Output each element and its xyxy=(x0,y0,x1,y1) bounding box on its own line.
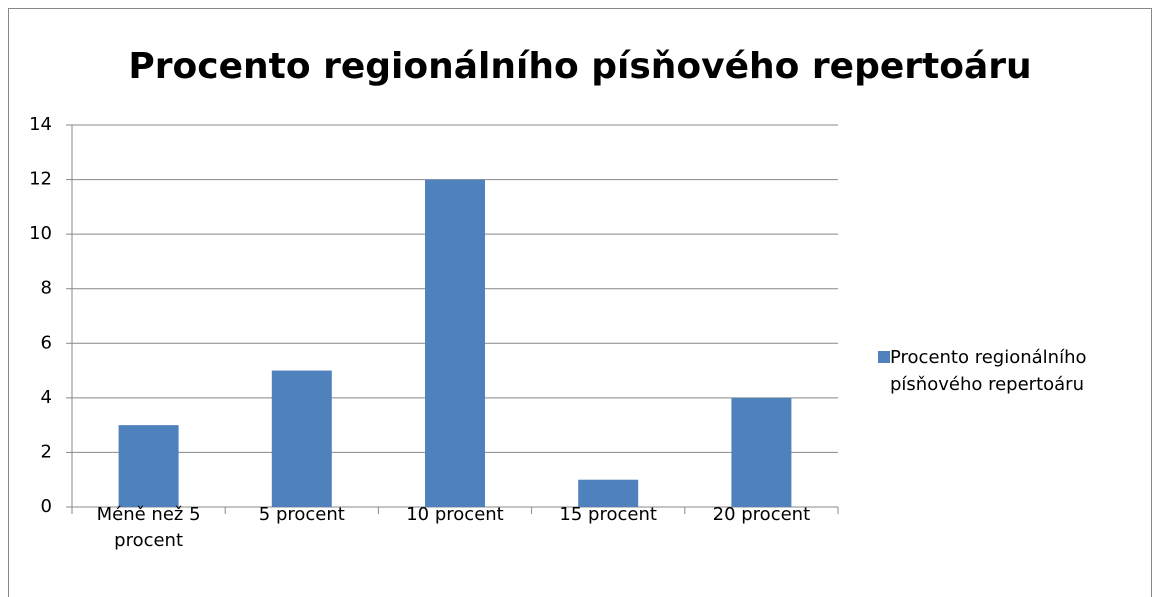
y-tick-label: 2 xyxy=(41,441,52,462)
x-tick-label: Méně než 5 procent xyxy=(96,504,201,551)
y-tick-label: 12 xyxy=(29,169,52,190)
bar xyxy=(578,479,639,507)
y-tick-label: 0 xyxy=(41,496,52,517)
y-tick-label: 4 xyxy=(41,387,52,408)
y-tick-label: 10 xyxy=(29,223,52,244)
chart-title: Procento regionálního písňového repertoá… xyxy=(128,46,1031,87)
y-tick-label: 14 xyxy=(29,114,52,135)
bar xyxy=(118,425,179,507)
y-tick-label: 8 xyxy=(41,278,52,299)
legend-swatch xyxy=(878,351,890,363)
bar xyxy=(271,370,332,507)
x-tick-label: 15 procent xyxy=(559,504,657,525)
y-tick-label: 6 xyxy=(41,332,52,353)
bar xyxy=(425,179,485,508)
legend-label: Procento regionálního písňového repertoá… xyxy=(890,347,1087,395)
bar xyxy=(731,397,792,507)
x-tick-label: 5 procent xyxy=(258,504,345,525)
x-tick-label: 10 procent xyxy=(406,504,504,525)
x-tick-label: 20 procent xyxy=(712,504,811,525)
